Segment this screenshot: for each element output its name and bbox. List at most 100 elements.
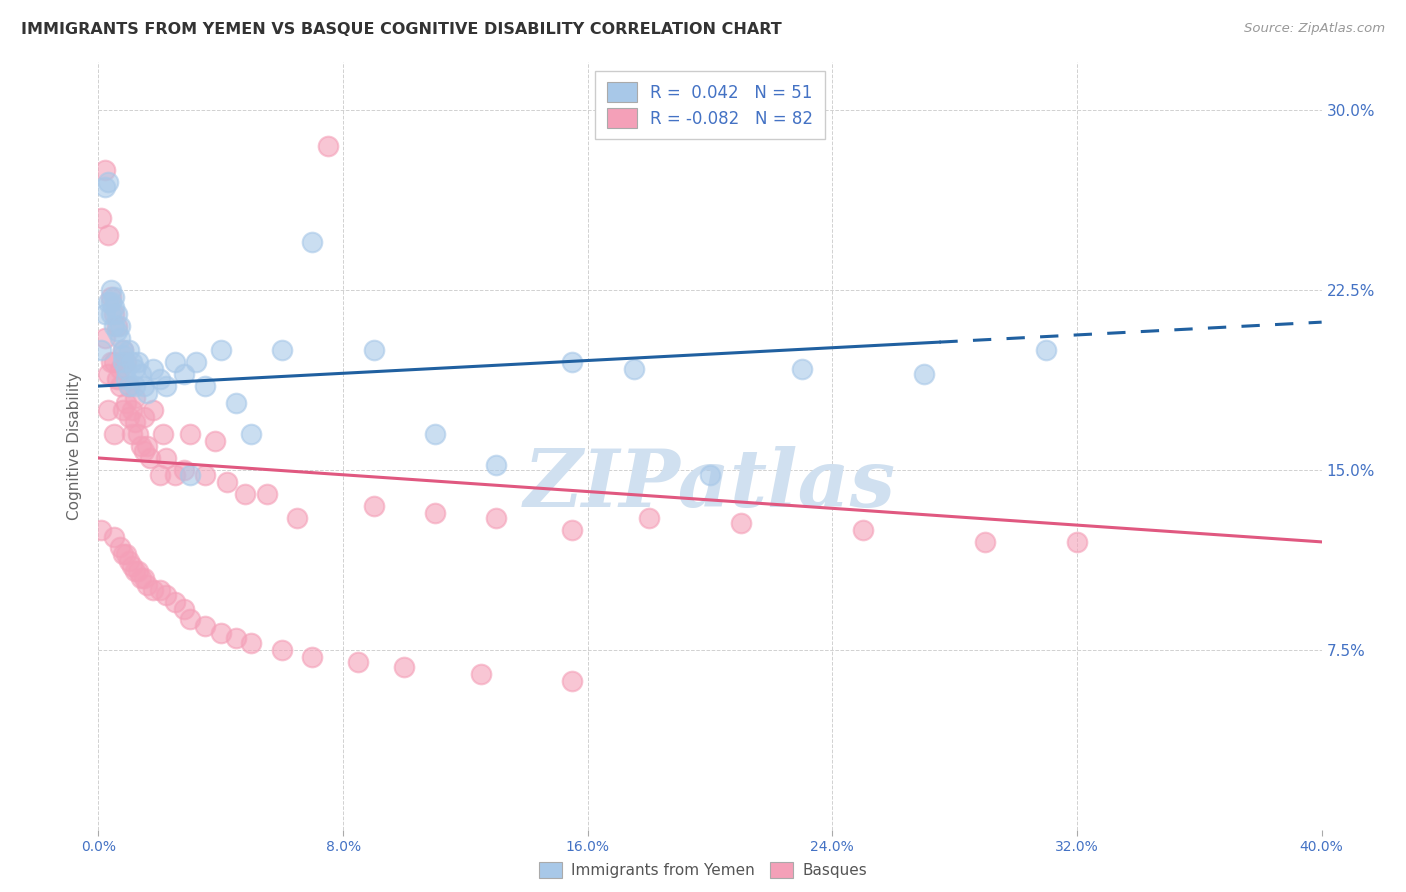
- Point: [194, 619, 217, 633]
- Point: [363, 499, 385, 513]
- Point: [209, 626, 232, 640]
- Point: [637, 511, 661, 525]
- Point: [93, 180, 115, 194]
- Point: [115, 355, 138, 369]
- Point: [129, 571, 152, 585]
- Point: [173, 602, 195, 616]
- Point: [1066, 535, 1088, 549]
- Point: [270, 343, 292, 357]
- Point: [561, 523, 583, 537]
- Point: [699, 467, 721, 482]
- Point: [103, 319, 125, 334]
- Point: [363, 343, 385, 357]
- Y-axis label: Cognitive Disability: Cognitive Disability: [67, 372, 83, 520]
- Point: [149, 467, 172, 482]
- Point: [103, 290, 125, 304]
- Point: [142, 362, 165, 376]
- Point: [163, 595, 186, 609]
- Legend: R =  0.042   N = 51, R = -0.082   N = 82: R = 0.042 N = 51, R = -0.082 N = 82: [595, 70, 825, 139]
- Point: [301, 235, 323, 250]
- Point: [142, 582, 165, 597]
- Point: [301, 649, 323, 664]
- Point: [129, 439, 152, 453]
- Point: [127, 564, 149, 578]
- Point: [163, 467, 186, 482]
- Point: [912, 367, 935, 381]
- Point: [118, 343, 141, 357]
- Point: [270, 642, 292, 657]
- Point: [485, 458, 508, 473]
- Point: [152, 427, 174, 442]
- Point: [155, 588, 177, 602]
- Point: [316, 139, 339, 153]
- Point: [121, 355, 143, 369]
- Point: [93, 307, 115, 321]
- Point: [485, 511, 508, 525]
- Point: [134, 443, 156, 458]
- Point: [111, 343, 134, 357]
- Point: [111, 403, 134, 417]
- Point: [194, 379, 217, 393]
- Point: [103, 355, 125, 369]
- Point: [155, 379, 177, 393]
- Point: [105, 324, 128, 338]
- Point: [136, 386, 159, 401]
- Point: [392, 659, 416, 673]
- Point: [100, 295, 122, 310]
- Point: [97, 295, 120, 310]
- Point: [108, 331, 131, 345]
- Point: [225, 396, 247, 410]
- Point: [179, 427, 201, 442]
- Point: [240, 635, 263, 649]
- Text: ZIPatlas: ZIPatlas: [524, 446, 896, 523]
- Text: IMMIGRANTS FROM YEMEN VS BASQUE COGNITIVE DISABILITY CORRELATION CHART: IMMIGRANTS FROM YEMEN VS BASQUE COGNITIV…: [21, 22, 782, 37]
- Point: [115, 396, 138, 410]
- Point: [974, 535, 997, 549]
- Point: [194, 467, 217, 482]
- Point: [134, 379, 156, 393]
- Point: [93, 331, 115, 345]
- Point: [124, 391, 146, 405]
- Point: [124, 564, 146, 578]
- Point: [115, 547, 138, 561]
- Point: [127, 427, 149, 442]
- Point: [730, 516, 752, 530]
- Point: [204, 434, 226, 449]
- Point: [124, 362, 146, 376]
- Point: [121, 403, 143, 417]
- Point: [149, 372, 172, 386]
- Point: [93, 163, 115, 178]
- Point: [105, 319, 128, 334]
- Point: [90, 343, 112, 357]
- Legend: Immigrants from Yemen, Basques: Immigrants from Yemen, Basques: [533, 856, 873, 884]
- Point: [285, 511, 308, 525]
- Point: [115, 372, 138, 386]
- Point: [347, 655, 370, 669]
- Point: [134, 571, 156, 585]
- Point: [103, 427, 125, 442]
- Point: [423, 427, 446, 442]
- Point: [90, 523, 112, 537]
- Point: [108, 379, 131, 393]
- Point: [215, 475, 238, 489]
- Point: [97, 367, 120, 381]
- Point: [470, 666, 492, 681]
- Text: Source: ZipAtlas.com: Source: ZipAtlas.com: [1244, 22, 1385, 36]
- Point: [108, 362, 131, 376]
- Point: [136, 439, 159, 453]
- Point: [121, 558, 143, 573]
- Point: [108, 319, 131, 334]
- Point: [100, 307, 122, 321]
- Point: [103, 530, 125, 544]
- Point: [136, 578, 159, 592]
- Point: [97, 403, 120, 417]
- Point: [108, 540, 131, 554]
- Point: [852, 523, 875, 537]
- Point: [118, 554, 141, 568]
- Point: [97, 175, 120, 189]
- Point: [790, 362, 813, 376]
- Point: [118, 379, 141, 393]
- Point: [142, 403, 165, 417]
- Point: [100, 355, 122, 369]
- Point: [97, 227, 120, 242]
